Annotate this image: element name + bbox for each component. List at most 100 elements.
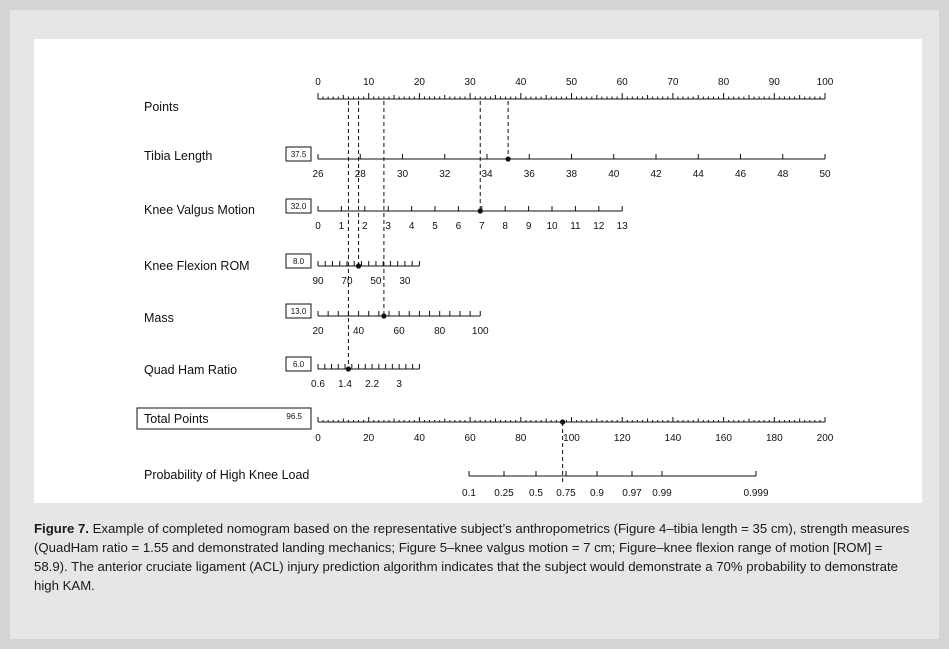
value-marker-dot (477, 208, 483, 214)
probability-label: Probability of High Knee Load (144, 468, 309, 482)
variable-label: Knee Valgus Motion (144, 203, 255, 217)
nomogram-chart: Points 0 10 20 30 40 50 60 70 80 90 100 Tibia Length… (34, 39, 922, 503)
caption-label: Figure 7. (34, 521, 89, 536)
points-tick-label: 50 (566, 77, 578, 88)
total-points-tick-label: 180 (766, 433, 783, 444)
total-points-tick-label: 40 (414, 433, 426, 444)
variable-tick-label: 7 (479, 221, 485, 232)
variable-tick-label: 32 (439, 169, 451, 180)
points-value-box (285, 146, 312, 162)
variable-tick-label: 40 (353, 326, 365, 337)
variable-tick-label: 36 (524, 169, 536, 180)
figure-panel: Points 0 10 20 30 40 50 60 70 80 90 100 Tibia Length… (10, 10, 939, 639)
value-marker-dot (505, 156, 511, 162)
points-value-text: 13.0 (291, 307, 307, 316)
variable-tick-label: 1 (339, 221, 345, 232)
total-points-tick-label: 140 (665, 433, 682, 444)
points-tick-label: 40 (515, 77, 527, 88)
points-axis-label: Points (144, 100, 179, 114)
variable-tick-label: 13 (617, 221, 629, 232)
total-points-tick-label: 160 (715, 433, 732, 444)
points-tick-label: 80 (718, 77, 730, 88)
probability-tick-label: 0.999 (743, 488, 768, 499)
points-value-text: 8.0 (293, 257, 305, 266)
variable-tick-label: 5 (432, 221, 438, 232)
probability-tick-label: 0.99 (652, 488, 672, 499)
points-tick-label: 70 (667, 77, 679, 88)
points-tick-label: 20 (414, 77, 426, 88)
variable-tick-label: 3 (396, 379, 402, 390)
probability-tick-label: 0.5 (529, 488, 543, 499)
variable-tick-label: 2.2 (365, 379, 379, 390)
variable-tick-label: 9 (526, 221, 532, 232)
variable-tick-label: 30 (399, 276, 411, 287)
points-tick-label: 0 (315, 77, 321, 88)
variable-tick-label: 11 (570, 221, 581, 232)
variable-label: Mass (144, 311, 174, 325)
points-tick-label: 10 (363, 77, 375, 88)
points-value-box (285, 198, 312, 214)
probability-tick-label: 0.9 (590, 488, 604, 499)
variable-tick-label: 80 (434, 326, 446, 337)
probability-tick-label: 0.1 (462, 488, 476, 499)
variable-tick-label: 44 (693, 169, 705, 180)
variable-tick-label: 8 (502, 221, 508, 232)
variable-tick-label: 3 (385, 221, 391, 232)
value-marker-dot (381, 313, 387, 319)
variable-tick-label: 1.4 (338, 379, 352, 390)
variable-tick-label: 34 (481, 169, 493, 180)
variable-tick-label: 40 (608, 169, 620, 180)
variable-tick-label: 100 (472, 326, 489, 337)
variable-tick-label: 2 (362, 221, 368, 232)
variable-tick-label: 20 (312, 326, 324, 337)
variable-tick-label: 60 (394, 326, 406, 337)
variable-tick-label: 12 (593, 221, 605, 232)
variable-tick-label: 48 (777, 169, 789, 180)
points-value-text: 32.0 (291, 202, 307, 211)
variable-tick-label: 26 (312, 169, 324, 180)
points-value-text: 37.5 (291, 150, 307, 159)
caption-text: Example of completed nomogram based on t… (34, 521, 910, 593)
variable-label: Quad Ham Ratio (144, 363, 237, 377)
variable-tick-label: 28 (355, 169, 367, 180)
variable-tick-label: 0.6 (311, 379, 325, 390)
total-points-tick-label: 0 (315, 433, 321, 444)
points-value-box (285, 303, 312, 319)
probability-tick-label: 0.97 (622, 488, 642, 499)
total-points-tick-label: 20 (363, 433, 375, 444)
total-points-value: 96.5 (286, 412, 302, 421)
variable-tick-label: 70 (341, 276, 353, 287)
probability-tick-label: 0.25 (494, 488, 514, 499)
total-points-label: Total Points (144, 412, 209, 426)
variable-tick-label: 38 (566, 169, 578, 180)
variable-tick-label: 50 (819, 169, 831, 180)
points-value-box (285, 253, 312, 269)
variable-tick-label: 4 (409, 221, 415, 232)
total-points-tick-label: 80 (515, 433, 527, 444)
value-marker-dot (345, 366, 352, 372)
points-tick-label: 100 (817, 77, 834, 88)
variable-tick-label: 6 (456, 221, 462, 232)
figure-caption: Figure 7. Example of completed nomogram … (34, 519, 919, 595)
variable-tick-label: 46 (735, 169, 747, 180)
total-points-tick-label: 100 (563, 433, 580, 444)
probability-tick-label: 0.75 (556, 488, 576, 499)
total-points-tick-label: 120 (614, 433, 631, 444)
variable-tick-label: 50 (370, 276, 382, 287)
variable-tick-label: 90 (312, 276, 324, 287)
variable-tick-label: 42 (650, 169, 662, 180)
variable-label: Tibia Length (144, 149, 212, 163)
total-points-tick-label: 60 (465, 433, 477, 444)
total-points-box (136, 407, 312, 430)
points-value-box (285, 356, 312, 372)
variable-label: Knee Flexion ROM (144, 259, 250, 273)
points-value-text: 6.0 (293, 360, 305, 369)
points-tick-label: 30 (465, 77, 477, 88)
variable-tick-label: 30 (397, 169, 409, 180)
variable-tick-label: 0 (315, 221, 321, 232)
variable-tick-label: 10 (546, 221, 558, 232)
points-tick-label: 90 (769, 77, 781, 88)
total-points-tick-label: 200 (817, 433, 834, 444)
value-marker-dot (355, 263, 362, 269)
